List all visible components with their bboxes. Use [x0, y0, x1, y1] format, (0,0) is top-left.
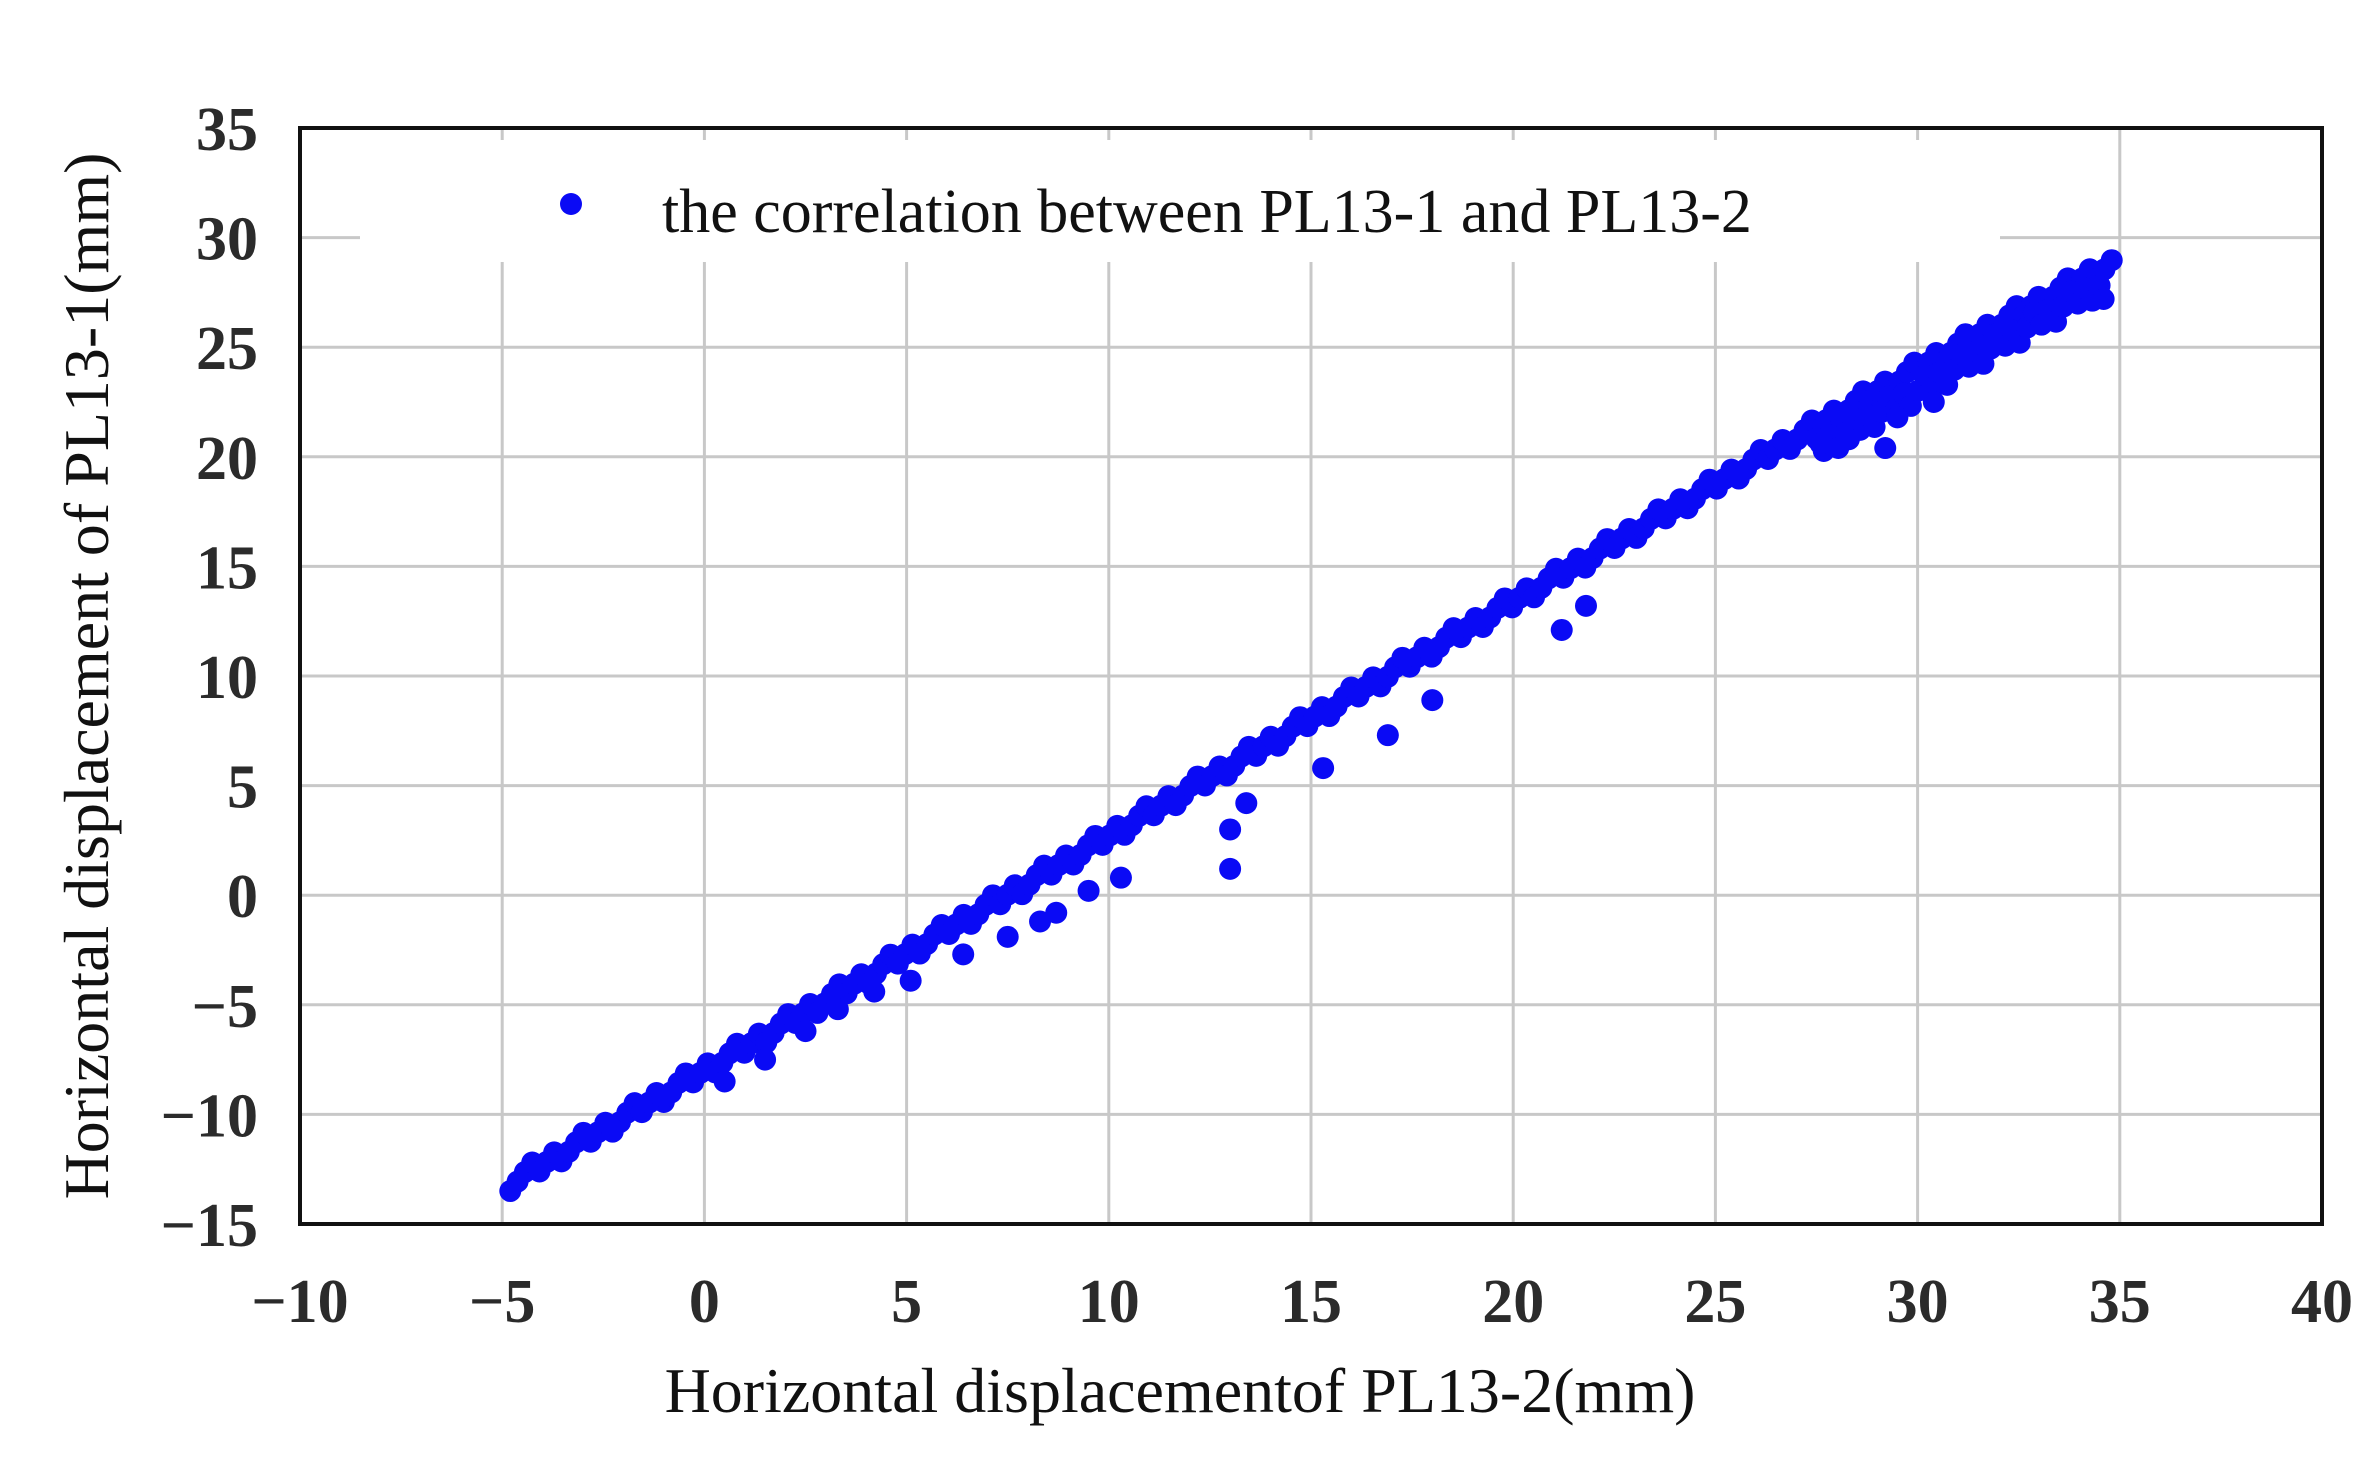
data-point [1550, 618, 1573, 641]
y-axis-ticks: −15 −10 −5 0 5 10 15 20 25 30 35 [161, 96, 258, 1260]
data-point [1219, 857, 1242, 880]
y-tick-label: −10 [161, 1082, 258, 1150]
y-tick-label: −15 [161, 1192, 258, 1260]
legend-label: the correlation between PL13-1 and PL13-… [662, 178, 1752, 246]
data-point [754, 1048, 777, 1071]
data-point [1809, 432, 1832, 455]
data-point [1874, 437, 1897, 460]
data-point [1029, 910, 1052, 933]
x-tick-label: −5 [469, 1268, 535, 1336]
x-tick-label: 20 [1482, 1268, 1544, 1336]
legend-marker [560, 193, 582, 215]
x-tick-label: 40 [2291, 1268, 2353, 1336]
data-point [1574, 594, 1597, 617]
x-axis-label: Horizontal displacementof PL13-2(mm) [665, 1355, 1696, 1426]
data-point [863, 980, 886, 1003]
data-point [2092, 287, 2115, 310]
data-point [1376, 724, 1399, 747]
x-tick-label: −10 [251, 1268, 348, 1336]
y-tick-label: 15 [196, 534, 258, 602]
data-point [1077, 879, 1100, 902]
data-point [1109, 866, 1132, 889]
y-tick-label: 30 [196, 206, 258, 274]
y-tick-label: 35 [196, 96, 258, 164]
grid-lines [300, 128, 2322, 1224]
data-point [1235, 792, 1258, 815]
data-point [826, 998, 849, 1021]
data-point [1312, 757, 1335, 780]
data-point [2100, 249, 2123, 272]
y-tick-label: 25 [196, 315, 258, 383]
x-tick-label: 30 [1887, 1268, 1949, 1336]
x-axis-ticks: −10 −5 0 5 10 15 20 25 30 35 40 [251, 1268, 2353, 1336]
y-tick-label: −5 [192, 973, 258, 1041]
data-point [899, 969, 922, 992]
y-axis-label: Horizontal displacement of PL13-1(mm) [51, 153, 122, 1200]
data-point [952, 943, 975, 966]
data-point [794, 1020, 817, 1043]
data-point [652, 1085, 675, 1108]
data-point [1219, 818, 1242, 841]
data-point [1421, 689, 1444, 712]
x-tick-label: 35 [2089, 1268, 2151, 1336]
y-tick-label: 10 [196, 644, 258, 712]
data-point [1922, 391, 1945, 413]
x-tick-label: 0 [689, 1268, 720, 1336]
data-point [996, 925, 1019, 948]
data-point [1886, 406, 1909, 429]
plot-frame [298, 126, 2324, 1226]
data-points [499, 249, 2123, 1203]
y-tick-label: 20 [196, 425, 258, 493]
x-tick-label: 5 [891, 1268, 922, 1336]
y-tick-label: 5 [227, 754, 258, 822]
x-tick-label: 25 [1684, 1268, 1746, 1336]
y-tick-label: 0 [227, 863, 258, 931]
data-point [1045, 901, 1068, 924]
x-tick-label: 10 [1078, 1268, 1140, 1336]
data-point [1837, 428, 1860, 451]
legend-box [360, 140, 2000, 262]
x-tick-label: 15 [1280, 1268, 1342, 1336]
data-point [713, 1070, 736, 1093]
